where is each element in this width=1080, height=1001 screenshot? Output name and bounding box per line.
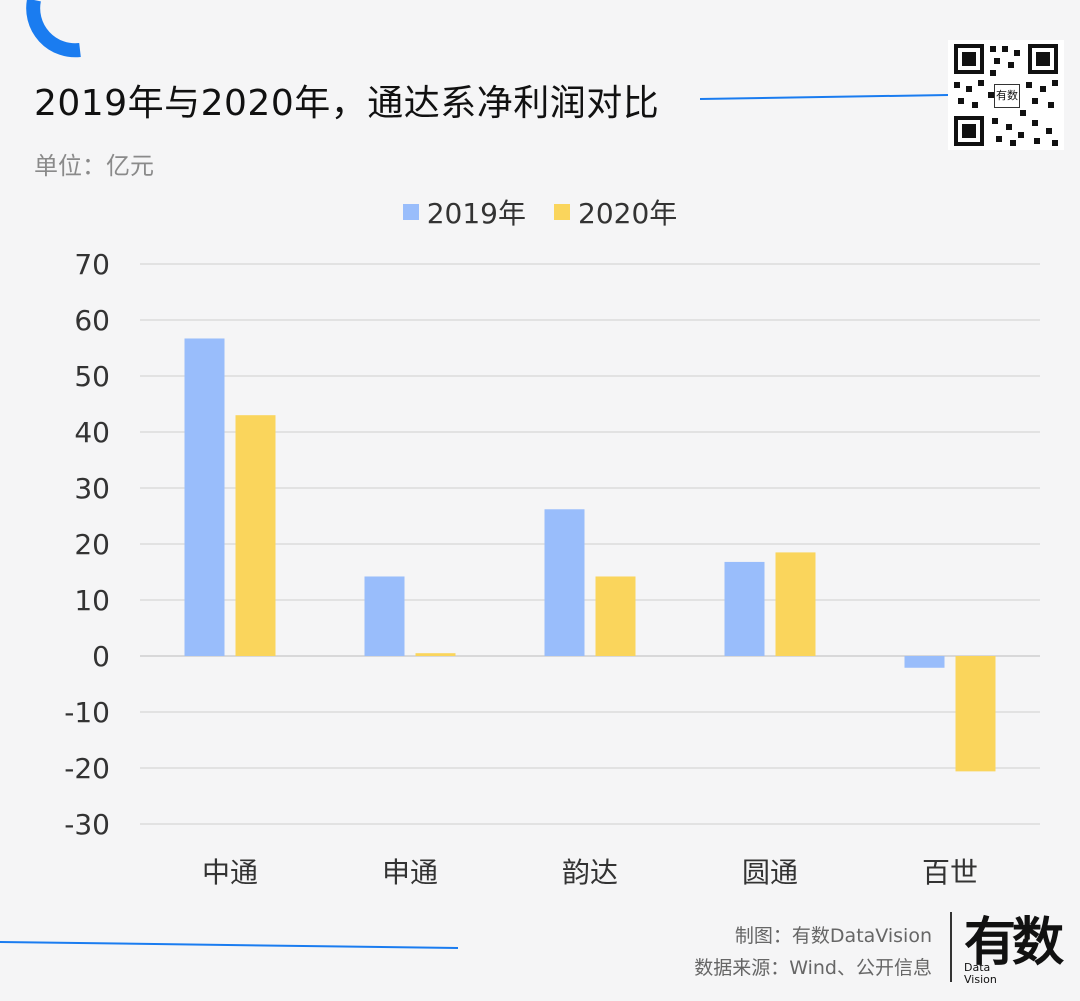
logo-subtext-vision: Vision	[964, 973, 997, 986]
title-underline-decoration	[700, 94, 949, 100]
logo-subtext-data: Data	[964, 961, 991, 974]
y-tick-label: 60	[74, 304, 110, 337]
legend-swatch-2020	[554, 204, 570, 220]
logo-subtext: Data Vision	[964, 962, 997, 986]
bar-2019-1	[364, 576, 405, 656]
y-tick-label: -10	[64, 696, 110, 729]
y-tick-label: -30	[64, 808, 110, 841]
qr-code-pattern	[954, 44, 1058, 146]
x-tick-label: 申通	[382, 856, 438, 889]
bar-2020-4	[955, 656, 996, 772]
bar-2019-3	[724, 561, 765, 656]
datavision-logo: 有数 Data Vision	[962, 900, 1072, 990]
bar-2020-2	[595, 576, 636, 656]
chart-title: 2019年与2020年，通达系净利润对比	[34, 83, 660, 124]
y-tick-label: 50	[74, 360, 110, 393]
qr-badge-logo: 有数	[994, 84, 1020, 108]
y-tick-label: 0	[92, 640, 110, 673]
y-tick-label: -20	[64, 752, 110, 785]
credit-maker: 制图：有数DataVision	[734, 925, 932, 947]
qr-code: 有数	[948, 40, 1064, 150]
bar-2019-0	[184, 338, 225, 656]
y-tick-label: 40	[74, 416, 110, 449]
bar-2020-0	[235, 415, 276, 656]
y-tick-label: 10	[74, 584, 110, 617]
legend-item-2019: 2019年	[402, 192, 526, 232]
credits: 制图：有数DataVision 数据来源：Wind、公开信息	[694, 920, 932, 984]
legend-label-2020: 2020年	[578, 197, 678, 230]
decorative-arc	[26, 0, 81, 58]
legend-swatch-2019	[402, 204, 419, 220]
x-tick-label: 百世	[922, 856, 978, 889]
legend-label-2019: 2019年	[426, 197, 526, 230]
x-tick-label: 中通	[202, 856, 258, 889]
logo-text: 有数	[964, 913, 1064, 973]
legend: 2019年 2020年	[0, 192, 1080, 232]
bar-2020-1	[415, 653, 456, 656]
y-tick-label: 20	[74, 528, 110, 561]
unit-label: 单位：亿元	[34, 152, 154, 180]
bar-2019-2	[544, 509, 585, 656]
bar-2020-3	[775, 552, 816, 656]
bottom-decoration-line	[0, 941, 459, 949]
logo-divider	[950, 912, 952, 982]
x-tick-label: 韵达	[562, 856, 618, 889]
y-tick-label: 30	[74, 472, 110, 505]
y-tick-label: 70	[74, 248, 110, 281]
x-tick-label: 圆通	[742, 856, 798, 889]
credit-source: 数据来源：Wind、公开信息	[694, 957, 932, 979]
legend-item-2020: 2020年	[554, 192, 677, 232]
bar-2019-4	[904, 656, 945, 668]
